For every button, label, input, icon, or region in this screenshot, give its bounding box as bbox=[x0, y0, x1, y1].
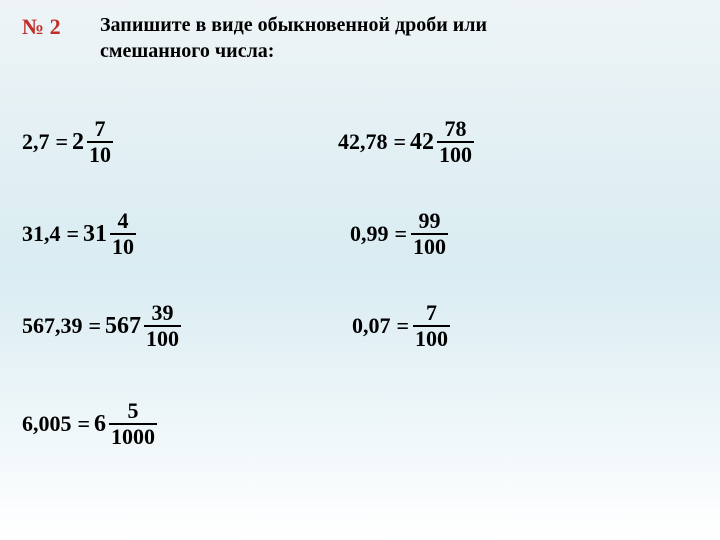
prompt-line1: Запишите в виде обыкновенной дроби или bbox=[100, 14, 487, 37]
equals-sign: = bbox=[394, 129, 407, 155]
denominator: 100 bbox=[144, 328, 181, 350]
equation-row: 0,07 = 7100 bbox=[352, 302, 450, 350]
fraction: 710 bbox=[87, 118, 113, 166]
fraction: 78100 bbox=[437, 118, 474, 166]
equals-sign: = bbox=[89, 313, 102, 339]
fraction: 99100 bbox=[411, 210, 448, 258]
denominator: 100 bbox=[437, 144, 474, 166]
whole-part: 567 bbox=[105, 313, 141, 340]
equation-row: 6,005 = 65 1000 bbox=[22, 400, 157, 448]
mixed-number: 65 1000 bbox=[94, 400, 157, 448]
denominator: 10 bbox=[110, 236, 136, 258]
prompt-line2: смешанного числа: bbox=[100, 40, 274, 63]
decimal-lhs: 0,07 bbox=[352, 313, 391, 339]
decimal-lhs: 2,7 bbox=[22, 129, 50, 155]
numerator: 4 bbox=[116, 210, 131, 232]
denominator: 1000 bbox=[109, 426, 157, 448]
equation-row: 0,99 = 99100 bbox=[350, 210, 448, 258]
equals-sign: = bbox=[397, 313, 410, 339]
denominator: 100 bbox=[411, 236, 448, 258]
exercise-number: № 2 bbox=[22, 14, 61, 40]
denominator: 10 bbox=[87, 144, 113, 166]
fraction: 410 bbox=[110, 210, 136, 258]
whole-part: 6 bbox=[94, 411, 106, 438]
equation-row: 42,78 = 4278100 bbox=[338, 118, 474, 166]
decimal-lhs: 567,39 bbox=[22, 313, 83, 339]
mixed-number: 31410 bbox=[83, 210, 136, 258]
mixed-number: 99100 bbox=[411, 210, 448, 258]
equation-row: 31,4 = 31410 bbox=[22, 210, 136, 258]
equals-sign: = bbox=[395, 221, 408, 247]
fraction: 7100 bbox=[413, 302, 450, 350]
whole-part: 2 bbox=[72, 129, 84, 156]
decimal-lhs: 31,4 bbox=[22, 221, 61, 247]
equation-row: 567,39 = 56739100 bbox=[22, 302, 181, 350]
whole-part: 31 bbox=[83, 221, 107, 248]
denominator: 100 bbox=[413, 328, 450, 350]
decimal-lhs: 42,78 bbox=[338, 129, 388, 155]
numerator: 7 bbox=[424, 302, 439, 324]
mixed-number: 56739100 bbox=[105, 302, 181, 350]
mixed-number: 4278100 bbox=[410, 118, 474, 166]
equals-sign: = bbox=[56, 129, 69, 155]
numerator: 5 bbox=[126, 400, 141, 422]
equation-row: 2,7 = 2710 bbox=[22, 118, 113, 166]
fraction: 39100 bbox=[144, 302, 181, 350]
numerator: 78 bbox=[443, 118, 469, 140]
decimal-lhs: 6,005 bbox=[22, 411, 72, 437]
mixed-number: 7100 bbox=[413, 302, 450, 350]
whole-part: 42 bbox=[410, 129, 434, 156]
equals-sign: = bbox=[67, 221, 80, 247]
fraction: 5 1000 bbox=[109, 400, 157, 448]
decimal-lhs: 0,99 bbox=[350, 221, 389, 247]
equals-sign: = bbox=[78, 411, 91, 437]
numerator: 39 bbox=[150, 302, 176, 324]
numerator: 7 bbox=[93, 118, 108, 140]
mixed-number: 2710 bbox=[72, 118, 113, 166]
numerator: 99 bbox=[417, 210, 443, 232]
